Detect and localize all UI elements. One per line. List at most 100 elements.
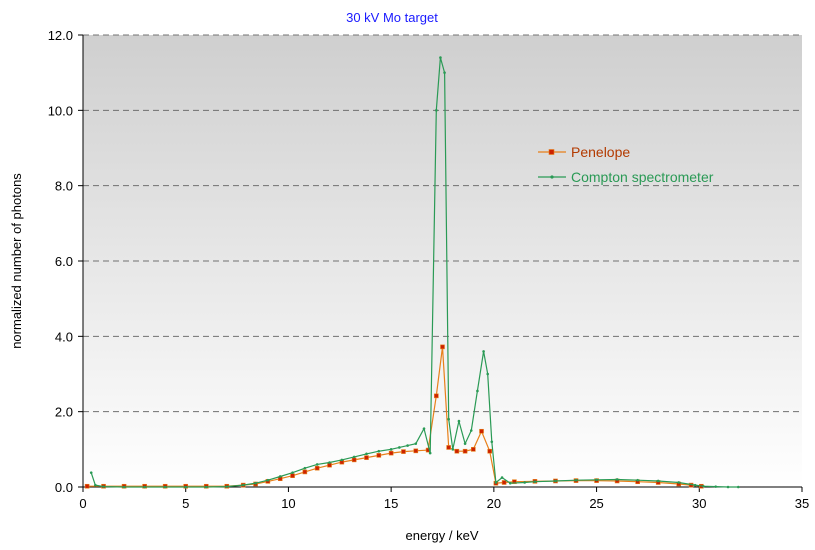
- legend-marker: [550, 175, 554, 179]
- data-point: [486, 372, 489, 376]
- data-point: [487, 448, 493, 454]
- data-point: [406, 444, 409, 447]
- data-point: [340, 458, 344, 462]
- data-point: [533, 480, 537, 484]
- data-point: [84, 483, 90, 489]
- data-point: [254, 481, 257, 485]
- x-tick-label: 25: [589, 496, 603, 511]
- data-point: [365, 452, 368, 456]
- series-line-compton-spectrometer: [90, 57, 739, 488]
- legend-label: Penelope: [571, 144, 630, 160]
- data-point: [471, 447, 476, 452]
- data-point: [479, 428, 484, 434]
- data-point: [225, 485, 229, 488]
- data-point: [595, 478, 598, 482]
- data-point: [457, 419, 461, 423]
- data-point: [413, 448, 419, 454]
- data-point: [463, 442, 467, 445]
- data-point: [389, 448, 393, 451]
- data-point: [377, 449, 381, 453]
- data-point: [702, 484, 705, 488]
- data-point: [428, 451, 432, 455]
- data-point: [512, 479, 517, 485]
- x-tick-label: 15: [384, 496, 398, 511]
- x-tick-label: 30: [692, 496, 706, 511]
- x-ticks: 0 5 10 15 20 25 30 35: [79, 487, 809, 511]
- data-point: [351, 457, 357, 463]
- data-point: [439, 56, 442, 59]
- data-point: [388, 450, 394, 456]
- x-tick-label: 5: [182, 496, 189, 511]
- y-axis-label: normalized number of photons: [9, 173, 24, 349]
- data-point: [204, 485, 208, 489]
- data-point: [490, 440, 494, 444]
- data-point: [266, 478, 270, 482]
- data-point: [290, 473, 295, 479]
- data-point: [302, 469, 308, 475]
- data-point: [554, 479, 557, 483]
- data-point: [494, 481, 498, 484]
- data-point: [714, 485, 718, 488]
- data-point: [102, 485, 105, 488]
- data-point: [122, 485, 126, 489]
- data-point: [376, 453, 382, 458]
- data-point: [278, 475, 282, 478]
- data-point: [451, 448, 455, 451]
- plot-area: [83, 35, 802, 487]
- data-point: [89, 471, 93, 474]
- data-point: [574, 478, 578, 482]
- legend-item-compton-spectrometer: Compton spectrometer: [538, 169, 714, 185]
- y-ticks: 0.0 2.0 4.0 6.0 8.0 10.0 12.0: [48, 28, 83, 495]
- data-point: [364, 455, 369, 460]
- legend-marker: [548, 149, 555, 155]
- data-point: [440, 344, 445, 350]
- data-point: [163, 485, 167, 489]
- y-tick-label: 6.0: [55, 254, 73, 269]
- data-point: [314, 465, 320, 471]
- x-tick-label: 0: [79, 496, 86, 511]
- data-point: [447, 417, 450, 421]
- data-point: [726, 485, 730, 489]
- series-layer: [84, 56, 740, 489]
- data-point: [677, 481, 681, 484]
- data-point: [422, 427, 426, 430]
- x-tick-label: 10: [281, 496, 295, 511]
- y-tick-label: 12.0: [48, 28, 73, 43]
- data-point: [398, 446, 401, 449]
- data-point: [693, 483, 697, 487]
- data-point: [523, 481, 526, 484]
- data-point: [143, 485, 146, 489]
- data-point: [636, 478, 639, 482]
- y-tick-label: 2.0: [55, 405, 73, 420]
- data-point: [508, 481, 512, 485]
- data-point: [462, 448, 468, 454]
- x-tick-label: 35: [795, 496, 809, 511]
- y-tick-label: 10.0: [48, 103, 73, 118]
- data-point: [443, 71, 446, 74]
- y-tick-label: 8.0: [55, 179, 73, 194]
- data-point: [94, 483, 97, 487]
- data-point: [454, 448, 460, 454]
- data-point: [303, 466, 307, 470]
- data-point: [435, 109, 438, 112]
- data-point: [434, 393, 439, 399]
- x-tick-label: 20: [487, 496, 501, 511]
- data-point: [401, 449, 406, 454]
- data-point: [615, 478, 619, 481]
- data-point: [328, 461, 331, 464]
- data-point: [241, 483, 245, 487]
- data-point: [476, 389, 479, 393]
- data-point: [352, 455, 356, 459]
- data-point: [469, 429, 473, 432]
- data-point: [315, 463, 319, 466]
- y-tick-label: 0.0: [55, 480, 73, 495]
- data-point: [656, 479, 660, 483]
- legend-item-penelope: Penelope: [538, 144, 630, 160]
- data-point: [446, 445, 451, 450]
- data-point: [291, 471, 294, 474]
- data-point: [482, 350, 485, 353]
- series-compton-spectrometer: [89, 56, 740, 489]
- data-point: [184, 485, 188, 489]
- data-point: [500, 476, 504, 479]
